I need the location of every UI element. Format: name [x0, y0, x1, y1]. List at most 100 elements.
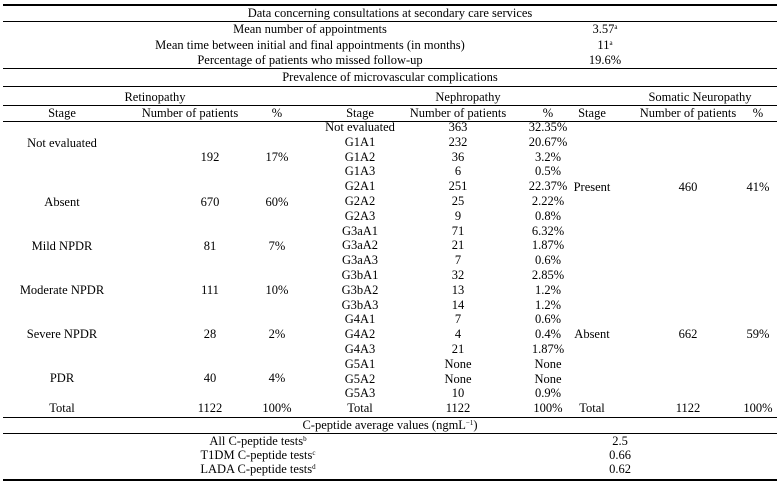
- col-percent: %: [542, 105, 554, 120]
- retinopathy-stage: Absent: [44, 194, 80, 209]
- neuropathy-number: 1122: [675, 400, 701, 415]
- rule: [3, 21, 777, 22]
- nephropathy-stage: G5A3: [344, 386, 376, 401]
- prevalence-title: Prevalence of microvascular complication…: [282, 69, 498, 84]
- retinopathy-stage: Not evaluated: [27, 135, 97, 150]
- nephropathy-stage: G5A1: [344, 356, 376, 371]
- nephropathy-stage: Not evaluated: [325, 119, 395, 134]
- nephropathy-number: 71: [451, 223, 465, 238]
- nephropathy-percent: 1.87%: [531, 238, 565, 253]
- nephropathy-number: 9: [454, 208, 462, 223]
- nephropathy-number: None: [444, 356, 472, 371]
- consult-value: 3.57a: [592, 21, 618, 36]
- neuropathy-stage: Present: [573, 179, 611, 194]
- nephropathy-percent: 20.67%: [528, 134, 568, 149]
- nephropathy-stage: G3bA1: [341, 267, 379, 282]
- nephropathy-percent: 1.87%: [531, 341, 565, 356]
- neuropathy-number: 460: [678, 179, 698, 194]
- rule: [3, 86, 777, 87]
- nephropathy-stage: Total: [347, 400, 373, 415]
- consult-label: Percentage of patients who missed follow…: [197, 52, 423, 67]
- nephropathy-percent: 0.9%: [534, 386, 562, 401]
- nephropathy-number: 21: [451, 238, 465, 253]
- nephropathy-stage: G3bA3: [341, 297, 379, 312]
- retinopathy-number: 192: [200, 149, 220, 164]
- nephropathy-stage: G2A2: [344, 193, 376, 208]
- consult-value: 11a: [597, 37, 613, 52]
- col-number: Number of patients: [639, 105, 737, 120]
- col-number: Number of patients: [409, 105, 507, 120]
- rule: [3, 68, 777, 69]
- rule: [3, 105, 777, 106]
- nephropathy-number: 10: [451, 386, 465, 401]
- col-percent: %: [271, 105, 283, 120]
- cpeptide-value: 0.62: [609, 461, 631, 476]
- col-stage: Stage: [346, 105, 374, 120]
- cpeptide-label: All C-peptide testsb: [209, 433, 307, 448]
- retinopathy-stage: Moderate NPDR: [19, 282, 105, 297]
- nephropathy-number: 232: [448, 134, 468, 149]
- nephropathy-number: 32: [451, 267, 465, 282]
- nephropathy-percent: 2.85%: [531, 267, 565, 282]
- retinopathy-percent: 4%: [268, 370, 286, 385]
- retinopathy-percent: 60%: [265, 194, 289, 209]
- nephropathy-stage: G4A3: [344, 341, 376, 356]
- group-neuropathy: Somatic Neuropathy: [648, 89, 752, 104]
- nephropathy-stage: G3aA2: [341, 238, 379, 253]
- nephropathy-number: None: [444, 371, 472, 386]
- retinopathy-number: 670: [200, 194, 220, 209]
- rule-bottom: [3, 479, 777, 481]
- rule-top: [3, 4, 777, 6]
- nephropathy-percent: 22.37%: [528, 178, 568, 193]
- neuropathy-percent: 41%: [746, 179, 770, 194]
- nephropathy-percent: None: [534, 371, 562, 386]
- consult-label: Mean time between initial and final appo…: [155, 37, 465, 52]
- consult-label: Mean number of appointments: [233, 21, 387, 36]
- nephropathy-number: 36: [451, 149, 465, 164]
- nephropathy-percent: 0.6%: [534, 252, 562, 267]
- cpeptide-value: 2.5: [612, 433, 628, 448]
- retinopathy-stage: Mild NPDR: [31, 238, 93, 253]
- cpeptide-title: C-peptide average values (ngmL−1): [302, 417, 478, 432]
- retinopathy-stage: PDR: [49, 370, 75, 385]
- retinopathy-percent: 17%: [265, 149, 289, 164]
- cpeptide-label: T1DM C-peptide testsc: [200, 447, 316, 462]
- nephropathy-stage: G3aA3: [341, 252, 379, 267]
- nephropathy-percent: 3.2%: [534, 149, 562, 164]
- retinopathy-percent: 10%: [265, 282, 289, 297]
- nephropathy-number: 6: [454, 164, 462, 179]
- retinopathy-number: 40: [203, 370, 217, 385]
- rule: [3, 433, 777, 434]
- nephropathy-stage: G1A1: [344, 134, 376, 149]
- retinopathy-stage: Severe NPDR: [26, 326, 98, 341]
- retinopathy-number: 28: [203, 326, 217, 341]
- retinopathy-number: 81: [203, 238, 217, 253]
- neuropathy-percent: 100%: [743, 400, 773, 415]
- nephropathy-number: 1122: [445, 400, 471, 415]
- nephropathy-number: 251: [448, 178, 468, 193]
- retinopathy-percent: 100%: [262, 400, 292, 415]
- nephropathy-percent: 1.2%: [534, 282, 562, 297]
- nephropathy-number: 7: [454, 252, 462, 267]
- cpeptide-value: 0.66: [609, 447, 631, 462]
- nephropathy-percent: 0.4%: [534, 326, 562, 341]
- rule: [3, 121, 777, 122]
- retinopathy-percent: 7%: [268, 238, 286, 253]
- nephropathy-stage: G4A1: [344, 312, 376, 327]
- retinopathy-stage: Total: [49, 400, 75, 415]
- nephropathy-percent: 32.35%: [528, 119, 568, 134]
- nephropathy-percent: 6.32%: [531, 223, 565, 238]
- nephropathy-number: 25: [451, 193, 465, 208]
- nephropathy-number: 7: [454, 312, 462, 327]
- consult-value: 19.6%: [588, 52, 622, 67]
- nephropathy-number: 13: [451, 282, 465, 297]
- col-stage: Stage: [48, 105, 76, 120]
- nephropathy-percent: 100%: [533, 400, 563, 415]
- neuropathy-percent: 59%: [746, 326, 770, 341]
- nephropathy-number: 363: [448, 119, 468, 134]
- col-percent: %: [752, 105, 764, 120]
- nephropathy-percent: 0.5%: [534, 164, 562, 179]
- nephropathy-stage: G1A3: [344, 164, 376, 179]
- neuropathy-stage: Total: [579, 400, 605, 415]
